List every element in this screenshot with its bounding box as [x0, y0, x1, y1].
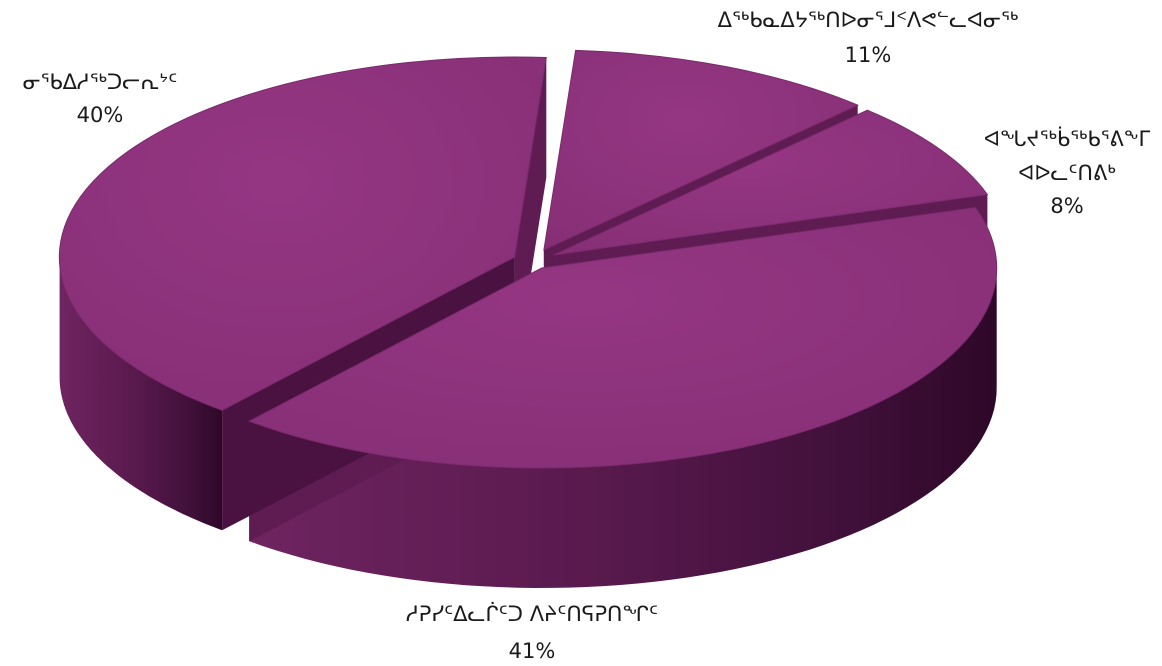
slices-layer — [58, 49, 998, 588]
slice-label-3: ᓂᖃᐃᓱᖅᑐᓕᕆᔾᑦ — [23, 70, 178, 94]
slice-top-1 — [553, 109, 989, 256]
slice-label-1: ᐊᖓᔪᖅᑳᖅᑲᕐᕕᖕᒥ — [984, 125, 1151, 151]
slice-side-3-0 — [59, 255, 223, 531]
slice-top-3 — [58, 56, 547, 411]
slice-side-2-0 — [249, 266, 997, 588]
slice-label-0: ᐃᖅᑲᓇᐃᔭᖅᑎᐅᓂᕐᒧᑉᐱᕙᓪᓚᐊᓂᖅ — [718, 8, 1019, 32]
slice-top-2 — [247, 206, 998, 469]
slice-value-2: 41% — [509, 639, 556, 663]
slice-label-2: ᓱᕈᓯᑦᐃᓚᒌᑦᑐ ᐱᔨᑦᑎᕋᕈᑎᖏᑦ — [406, 600, 658, 626]
slice-value-0: 11% — [845, 43, 892, 67]
slice-tops — [58, 49, 998, 469]
slice-label-1b: ᐊᐅᓚᑦᑎᕕᒃ — [1018, 161, 1116, 185]
slice-value-1: 8% — [1050, 194, 1083, 218]
slice-value-3: 40% — [77, 103, 124, 127]
slice-top-0 — [543, 49, 859, 251]
